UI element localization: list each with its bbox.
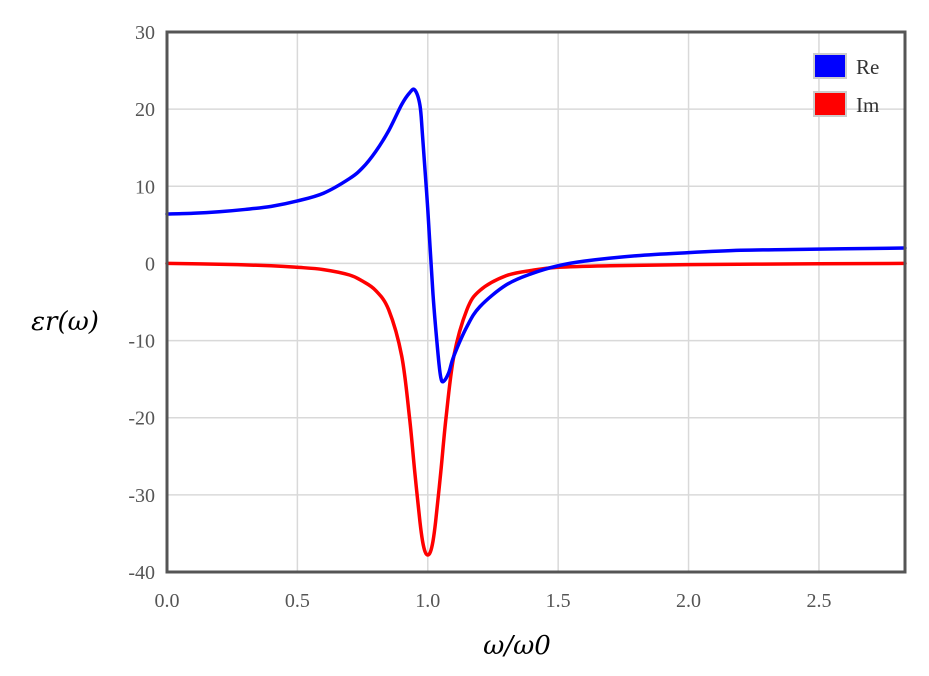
y-tick-label: 10 <box>135 176 155 198</box>
x-axis-label: ω/ω0 <box>483 631 551 661</box>
x-tick-label: 2.5 <box>806 590 831 612</box>
legend-label-im: Im <box>856 93 879 117</box>
legend-swatch-im <box>813 91 847 117</box>
series-line-im <box>165 261 907 557</box>
y-tick-label: 20 <box>135 99 155 121</box>
series-layer <box>165 87 907 557</box>
legend-label-re: Re <box>856 55 879 79</box>
x-tick-label: 0.0 <box>155 590 180 612</box>
y-tick-label: -10 <box>128 331 155 353</box>
x-tick-label: 1.0 <box>415 590 440 612</box>
plot-frame <box>165 30 907 574</box>
y-axis-label: εr(ω) <box>31 307 99 337</box>
series-line-re <box>165 87 907 384</box>
y-tick-label: 30 <box>135 22 155 44</box>
x-tick-label: 2.0 <box>676 590 701 612</box>
y-tick-label: -30 <box>128 485 155 507</box>
x-tick-label: 0.5 <box>285 590 310 612</box>
legend: Re Im <box>813 53 879 117</box>
tick-labels: 0.0 0.5 1.0 1.5 2.0 2.5 30 20 10 0 -10 -20 -30 -40 <box>128 22 831 612</box>
x-tick-label: 1.5 <box>546 590 571 612</box>
y-tick-label: -20 <box>128 408 155 430</box>
y-tick-label: 0 <box>145 253 155 275</box>
y-tick-label: -40 <box>128 562 155 584</box>
grid <box>167 32 905 572</box>
legend-swatch-re <box>813 53 847 79</box>
